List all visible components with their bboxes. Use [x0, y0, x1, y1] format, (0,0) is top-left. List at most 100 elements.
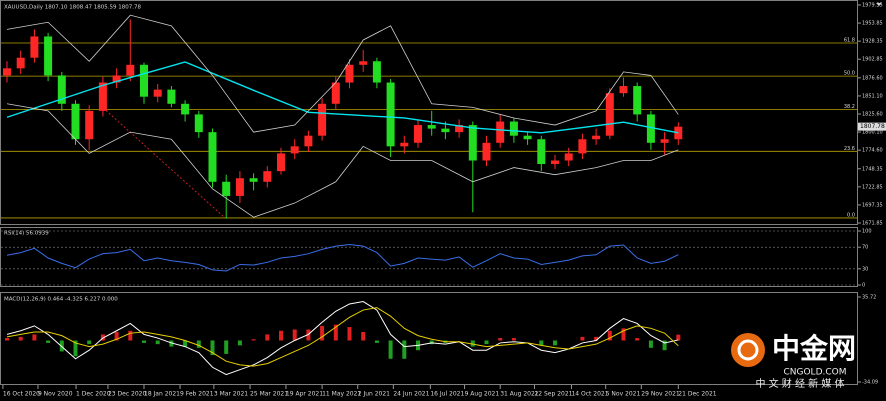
menu-arrow[interactable] [876, 3, 882, 6]
candle-body [345, 64, 354, 83]
watermark-name: 中金网 [772, 332, 856, 365]
overlay-line [6, 14, 679, 133]
histogram-bar [142, 340, 146, 343]
x-tick-label: 23 Dec 2020 [108, 391, 147, 398]
candle-body [57, 75, 66, 104]
histogram-bar [306, 329, 311, 341]
histogram-bar [539, 340, 544, 346]
histogram-bar [580, 336, 585, 341]
y-tick-label: 1851.10 [862, 93, 883, 99]
x-tick-label: 11 May 2021 [322, 391, 361, 398]
histogram-bar [484, 340, 489, 345]
histogram-bar [251, 339, 256, 341]
candle-body [153, 89, 162, 97]
x-tick-label: 29 Nov 2021 [641, 391, 680, 398]
candle-body [85, 110, 94, 140]
histogram-bar [320, 325, 325, 341]
candle-body [414, 125, 422, 143]
signal-line [6, 307, 679, 367]
candle-body [235, 178, 244, 196]
histogram-bar [169, 340, 174, 347]
histogram-bar [114, 331, 119, 341]
price-panel [0, 0, 858, 225]
y-tick-label: 1671.85 [862, 221, 883, 227]
candle-body [222, 181, 231, 196]
histogram-bar [498, 338, 503, 341]
candle-body [564, 153, 573, 161]
candle-body [249, 178, 258, 182]
histogram-bar [374, 340, 379, 343]
y-tick-label: 1902.85 [862, 57, 883, 63]
last-price-label: 1807.78 [860, 123, 885, 130]
x-tick-label: 16 Jul 2021 [430, 391, 464, 398]
candle-body [674, 126, 683, 140]
y-tick-label: 1979.35 [862, 3, 883, 9]
candle-body [208, 132, 217, 182]
histogram-bar [347, 327, 352, 341]
histogram-bar [87, 340, 92, 345]
x-tick-label: 25 Mar 2021 [250, 391, 288, 398]
histogram-bar [18, 336, 23, 341]
histogram-bar [594, 336, 599, 341]
candle-body [16, 57, 25, 69]
candle-body [496, 121, 505, 143]
candle-body [646, 114, 655, 143]
histogram-bar [265, 334, 270, 341]
panel-title: MACD(12,26,9) 0.464 -4.325 6.227 0.000 [4, 297, 118, 303]
candle-body [112, 75, 121, 83]
candle-body [427, 125, 436, 129]
candle-body [537, 139, 546, 165]
y-tick-label: 70 [862, 245, 868, 251]
histogram-bar [361, 331, 366, 341]
histogram-bar [100, 334, 105, 341]
fib-label: 38.2 [844, 104, 855, 110]
y-tick-label: 0 [862, 283, 865, 289]
x-tick-label: 19 Apr 2021 [286, 391, 323, 398]
last-price-box [858, 122, 886, 131]
watermark-slogan: 中 文 财 经 新 媒 体 [755, 377, 844, 390]
y-tick-label: 1697.35 [862, 202, 883, 208]
candle-body [359, 61, 368, 65]
histogram-bar [402, 340, 407, 359]
histogram-bar [155, 340, 160, 345]
histogram-bar [224, 340, 229, 354]
y-tick-label: 1825.60 [862, 112, 883, 118]
rsi-panel [0, 227, 858, 287]
candle-body [331, 82, 340, 104]
candle-body [71, 103, 80, 140]
candle-body [386, 82, 395, 147]
rsi-line [6, 243, 679, 272]
histogram-bar [128, 330, 133, 341]
candle-body [592, 135, 601, 140]
x-tick-label: 18 Jan 2021 [144, 391, 180, 398]
candle-body [605, 93, 614, 136]
x-tick-label: 14 Oct 2021 [571, 391, 608, 398]
y-tick-label: 100 [862, 229, 872, 235]
fib-label: 23.6 [844, 146, 855, 152]
histogram-bar [621, 328, 626, 341]
candle-body [140, 64, 148, 97]
trend-line [99, 104, 226, 219]
overlay-line [6, 61, 679, 134]
fib-label: 0.0 [847, 212, 855, 218]
x-tick-label: 24 Jun 2021 [393, 391, 429, 398]
candle-body [441, 128, 450, 133]
candle-body [633, 86, 642, 115]
x-tick-label: 5 Nov 2021 [606, 391, 641, 398]
x-tick-label: 9 Nov 2020 [38, 391, 73, 398]
logo [731, 333, 765, 367]
candle-body [372, 61, 381, 83]
candle-body [181, 103, 190, 115]
logo-mark [737, 339, 759, 361]
histogram-bar [607, 330, 612, 341]
macd-panel [0, 292, 858, 385]
candle-body [304, 135, 313, 147]
candle-body [98, 82, 107, 111]
histogram-bar [183, 340, 188, 347]
panel-title: RSI(14) 56.0939 [4, 231, 49, 237]
y-tick-label: 1800.10 [862, 130, 883, 136]
y-tick-label: -34.09 [862, 380, 878, 386]
x-tick-label: 21 Dec 2021 [678, 391, 717, 398]
histogram-bar [553, 340, 557, 346]
